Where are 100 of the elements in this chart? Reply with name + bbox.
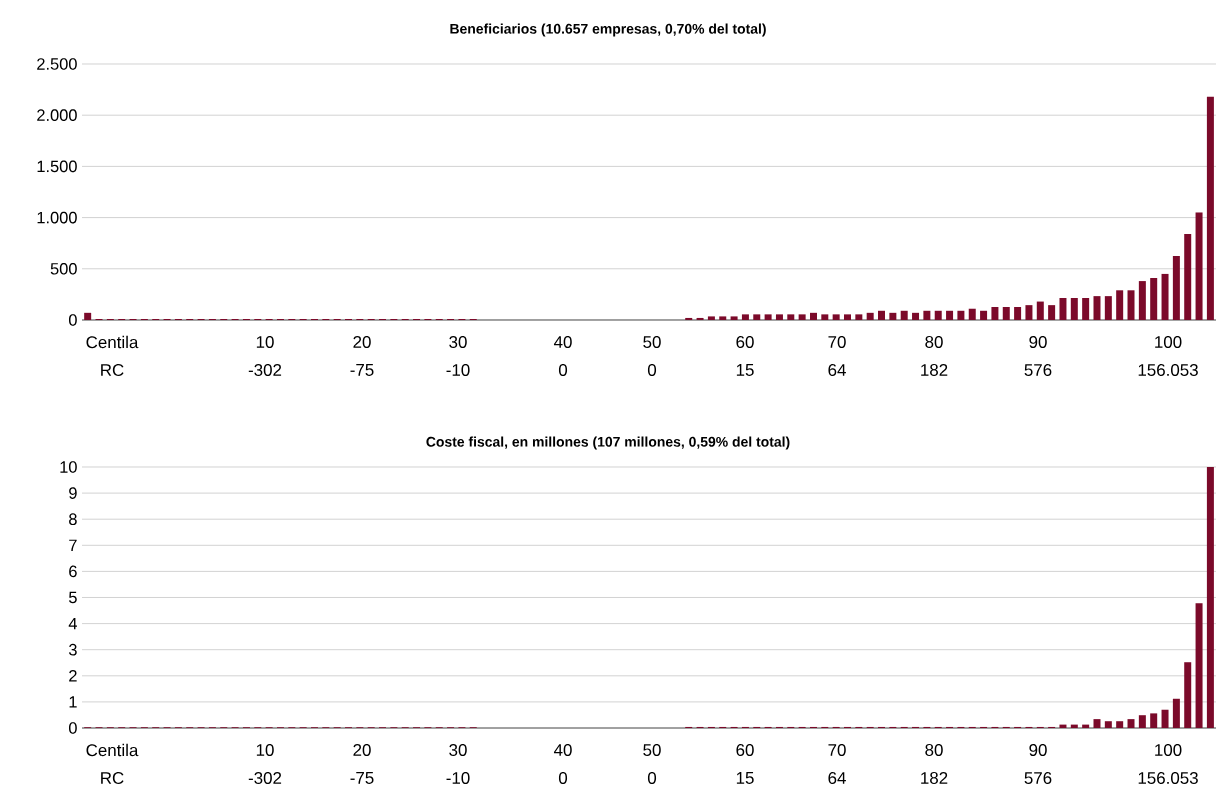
text: 40 <box>553 744 572 756</box>
bar <box>1014 306 1022 320</box>
y-tick-label: 8 <box>69 513 77 526</box>
bar <box>912 312 920 320</box>
text: 10 <box>256 744 274 756</box>
bar <box>855 314 863 320</box>
y-tick-label: 500 <box>50 262 77 275</box>
bar <box>787 314 795 320</box>
bar <box>1206 96 1214 320</box>
text: 80 <box>925 744 943 756</box>
text: Centila <box>86 743 139 757</box>
text: 0 <box>558 772 568 784</box>
bar <box>719 316 727 320</box>
text: 90 <box>1029 744 1047 756</box>
bar <box>1138 281 1146 320</box>
text: -10 <box>446 772 470 784</box>
bar <box>798 314 806 320</box>
text: -302 <box>248 772 282 784</box>
text: 70 <box>828 336 846 348</box>
y-tick-label: 0 <box>68 722 77 734</box>
y-tick-label: 1 <box>69 696 77 708</box>
bar <box>1093 719 1101 728</box>
chart-title: Coste fiscal, en millones (107 millones, 0,59% del total) <box>426 436 790 450</box>
text: 0 <box>647 364 657 376</box>
bar <box>1161 273 1169 320</box>
text: 156.053 <box>1138 772 1198 784</box>
bar <box>1059 297 1067 320</box>
y-tick-label: 7 <box>69 539 77 551</box>
bar <box>844 314 851 320</box>
bar <box>1036 301 1044 320</box>
text: 100 <box>1155 744 1182 756</box>
bar <box>1082 297 1090 320</box>
bar <box>1150 713 1158 728</box>
text: 30 <box>449 744 467 756</box>
bar <box>1070 297 1078 320</box>
chart-title: Beneficiarios (10.657 empresas, 0,70% del total) <box>450 23 766 37</box>
text: -75 <box>350 364 374 376</box>
text: 50 <box>643 336 661 348</box>
text: -302 <box>248 364 282 376</box>
bar <box>1104 296 1112 320</box>
bar <box>889 312 897 320</box>
bar <box>980 310 988 320</box>
y-tick-label: 1.500 <box>37 160 77 173</box>
bar <box>1138 715 1146 728</box>
bar <box>1127 290 1135 320</box>
bar <box>730 316 738 320</box>
bar <box>696 317 704 320</box>
text: 156.053 <box>1138 364 1198 376</box>
y-tick-label: 2.000 <box>37 109 77 122</box>
bar <box>1002 306 1010 320</box>
text: 0 <box>558 364 568 376</box>
text: 10 <box>256 336 274 348</box>
y-tick-label: 4 <box>68 617 77 630</box>
text: 30 <box>449 336 467 348</box>
text: 15 <box>736 772 754 784</box>
bar <box>1127 719 1135 728</box>
bar <box>1172 255 1180 320</box>
y-tick-label: 2 <box>69 670 77 682</box>
text: -75 <box>350 772 374 784</box>
text: 182 <box>921 364 948 376</box>
text: 20 <box>353 744 371 756</box>
bar <box>1048 305 1056 320</box>
text: 90 <box>1029 336 1047 348</box>
y-tick-label: 2.500 <box>37 58 77 70</box>
bar <box>1116 290 1124 320</box>
text: Centila <box>86 335 139 349</box>
text: 64 <box>828 772 846 784</box>
text: 576 <box>1024 772 1052 784</box>
bar <box>1172 698 1180 728</box>
text: 50 <box>643 744 661 756</box>
text: 40 <box>553 336 572 348</box>
text: 80 <box>925 336 943 348</box>
bar <box>741 314 749 320</box>
bar <box>968 308 976 320</box>
text: 64 <box>828 364 846 376</box>
bar <box>1184 662 1192 728</box>
bar <box>1093 296 1101 320</box>
bar <box>1150 278 1158 320</box>
bar <box>923 310 931 320</box>
bar <box>1104 721 1112 728</box>
bar <box>991 306 999 320</box>
bar <box>685 317 693 320</box>
bar <box>707 316 715 320</box>
y-tick-label: 1.000 <box>37 211 77 224</box>
bar <box>1184 233 1192 320</box>
bar <box>832 314 840 320</box>
text: 60 <box>736 744 754 756</box>
y-tick-label: 10 <box>60 461 77 473</box>
text: 576 <box>1024 364 1052 376</box>
bar <box>821 314 829 320</box>
bar <box>957 310 965 320</box>
bar <box>1206 467 1214 728</box>
text: 0 <box>647 772 657 784</box>
bar <box>866 312 874 320</box>
text: 60 <box>736 336 754 348</box>
text: 70 <box>828 744 846 756</box>
bar <box>946 310 954 320</box>
y-tick-label: 9 <box>69 487 77 499</box>
text: RC <box>101 364 124 376</box>
text: 15 <box>736 364 754 376</box>
